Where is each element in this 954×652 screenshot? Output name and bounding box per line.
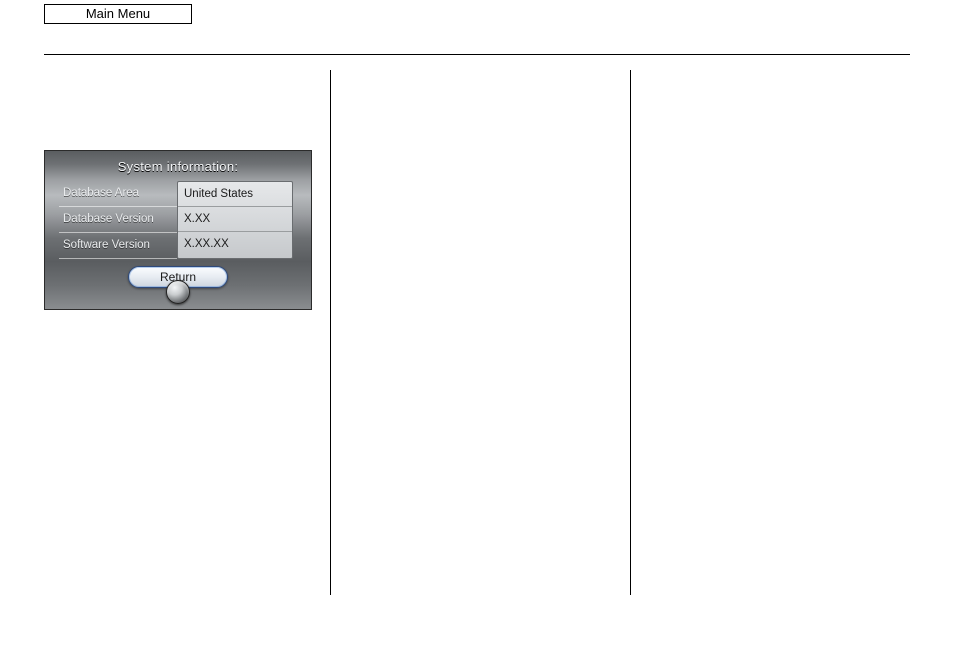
return-knob-icon[interactable] — [166, 280, 190, 304]
main-menu-button[interactable]: Main Menu — [44, 4, 192, 24]
column-2 — [330, 70, 630, 595]
panel-title: System information: — [45, 151, 311, 180]
info-block: Database Area Database Version Software … — [59, 181, 299, 259]
divider-horizontal — [44, 54, 910, 55]
column-1: System information: Database Area Databa… — [44, 70, 330, 595]
label-software-version: Software Version — [59, 233, 177, 259]
value-database-area: United States — [178, 182, 292, 207]
return-button-wrap: Return — [128, 266, 228, 306]
info-values: United States X.XX X.XX.XX — [177, 181, 293, 259]
column-3 — [630, 70, 910, 595]
label-database-area: Database Area — [59, 181, 177, 207]
label-database-version: Database Version — [59, 207, 177, 233]
info-labels: Database Area Database Version Software … — [59, 181, 177, 259]
value-database-version: X.XX — [178, 207, 292, 232]
value-software-version: X.XX.XX — [178, 232, 292, 257]
columns-container: System information: Database Area Databa… — [44, 70, 910, 595]
system-info-panel: System information: Database Area Databa… — [44, 150, 312, 310]
